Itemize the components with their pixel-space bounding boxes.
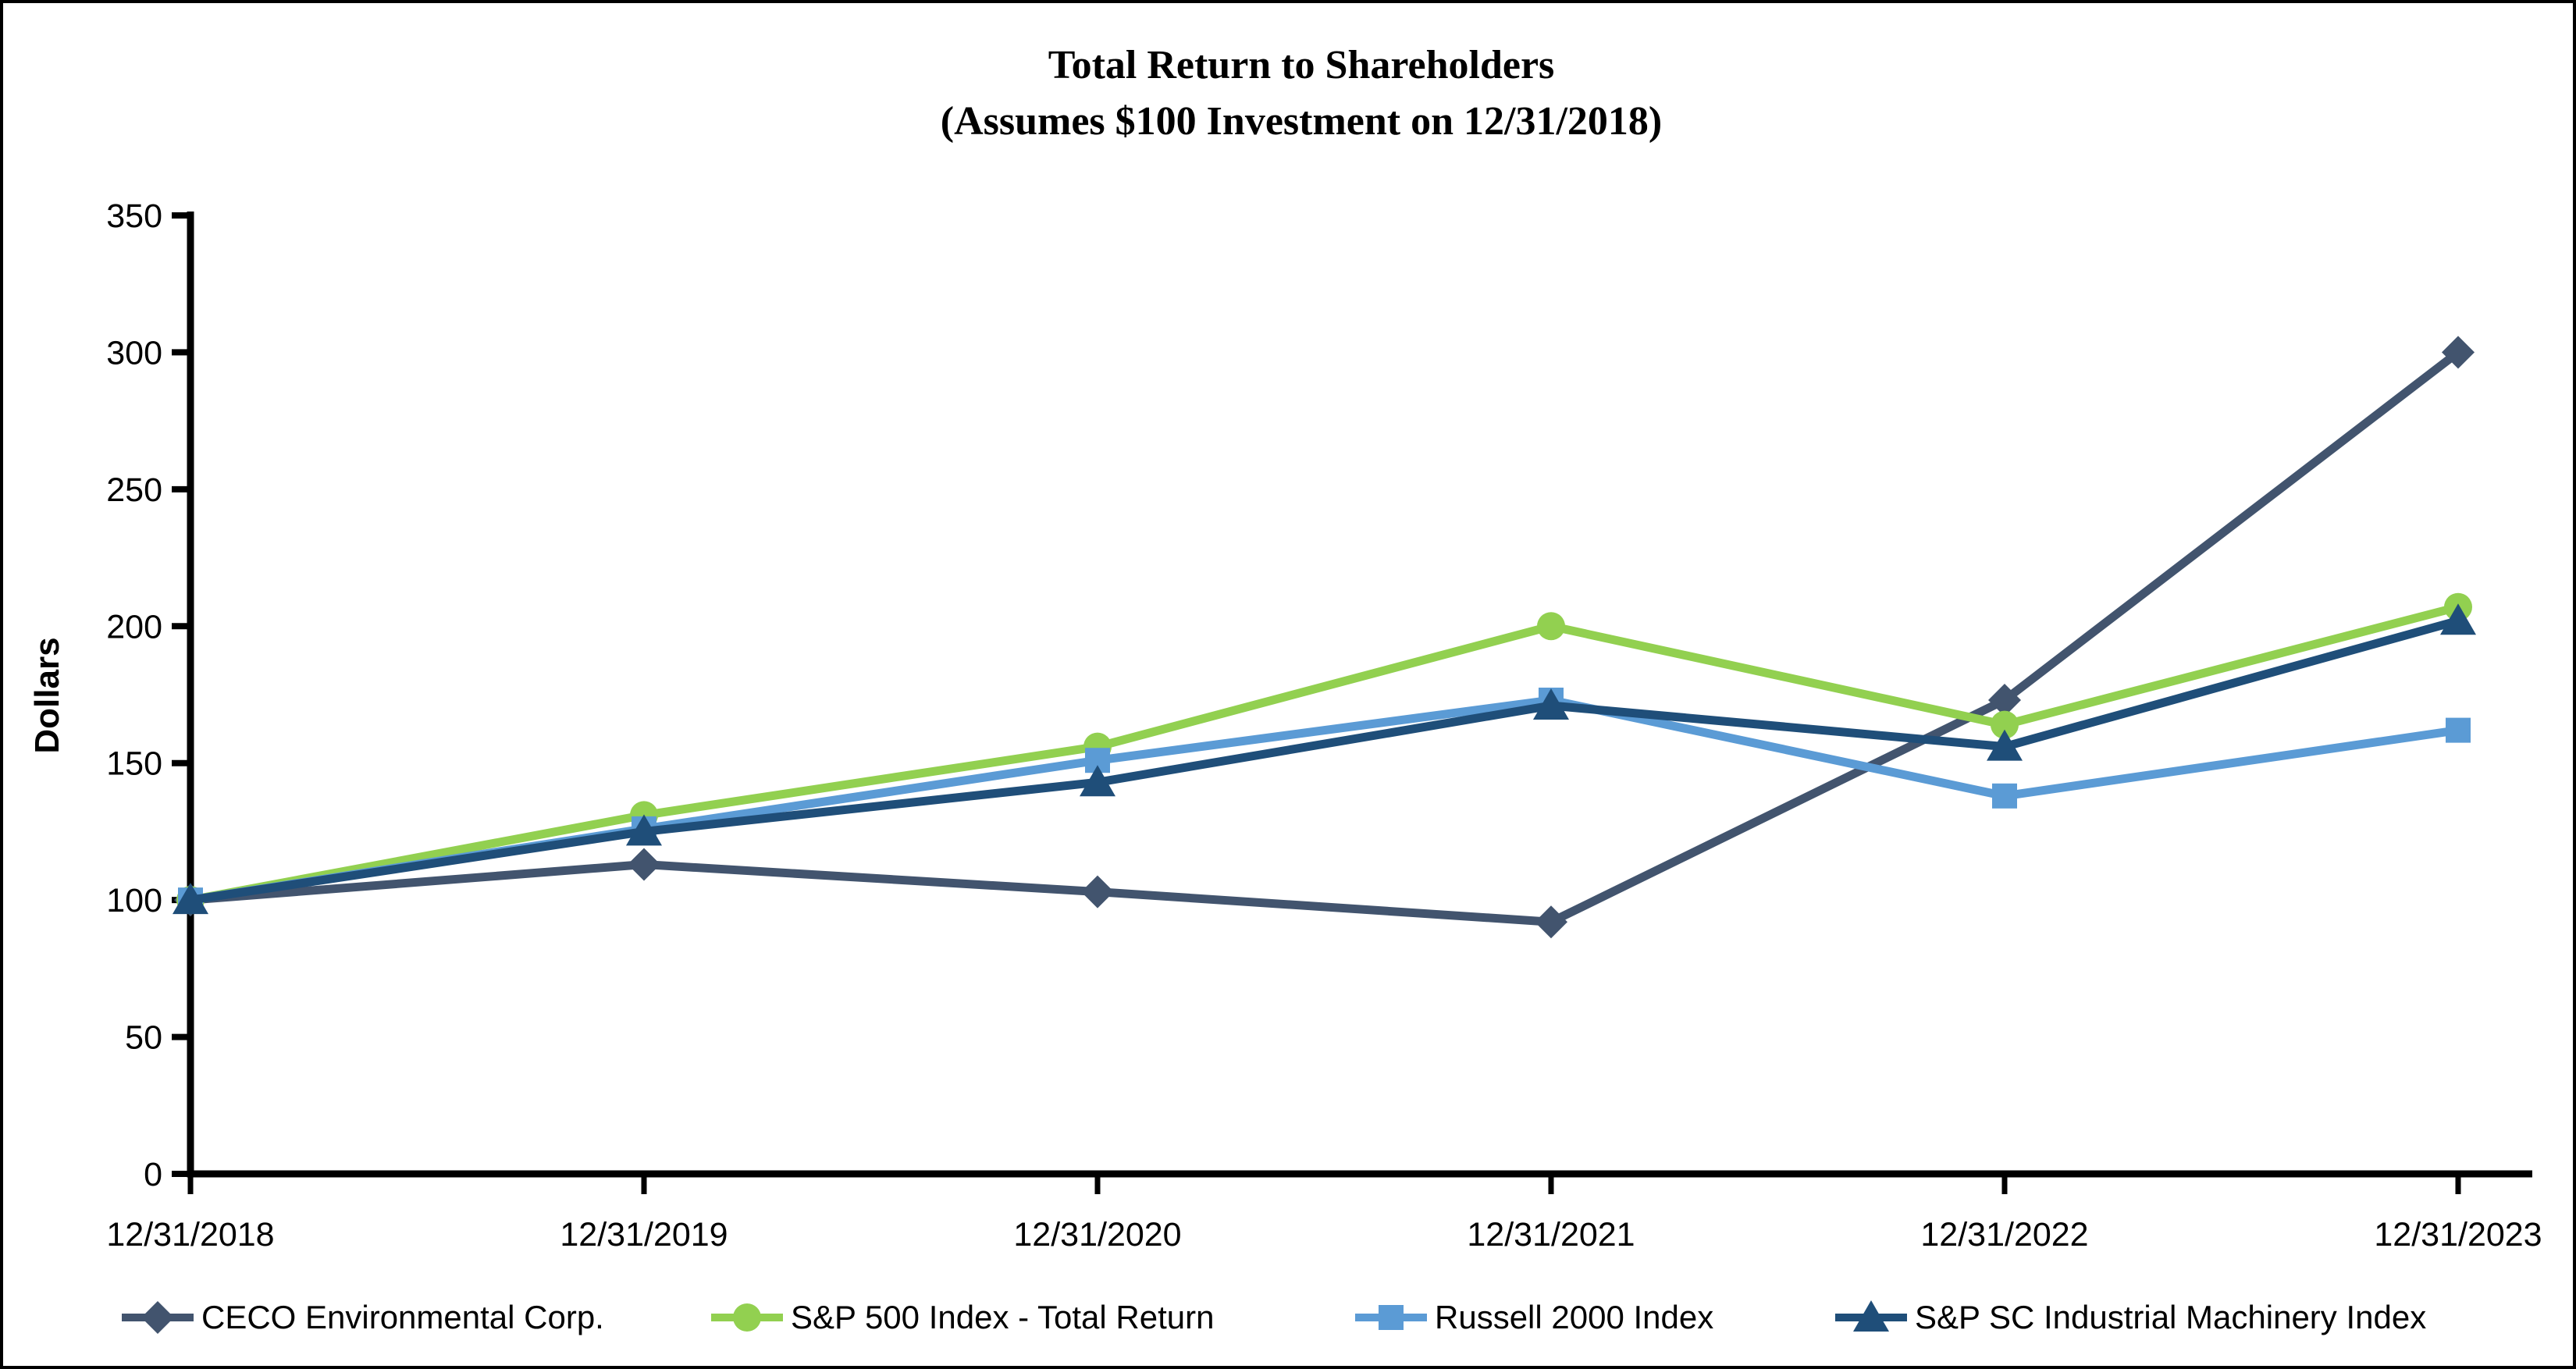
series-s-p-500-index-total-return (176, 592, 2472, 915)
x-tick-label: 12/31/2019 (560, 1216, 728, 1253)
circle-line-marker-icon (711, 1303, 783, 1332)
legend-item-russell-2000: Russell 2000 Index (1354, 1297, 1713, 1338)
square-marker (2446, 717, 2471, 743)
series-line (186, 603, 2463, 905)
y-tick-label: 300 (106, 334, 162, 372)
legend-item-sp500: S&P 500 Index - Total Return (710, 1297, 1214, 1338)
circle-marker (1537, 612, 1565, 641)
chart-title-line1: Total Return to Shareholders (1048, 43, 1555, 87)
circle-legend-marker (733, 1303, 761, 1332)
x-tick-label: 12/31/2018 (106, 1216, 274, 1253)
series-russell-2000-index (178, 688, 2471, 913)
triangle-marker (1987, 729, 2023, 761)
circle-marker (1991, 710, 2019, 739)
series-line (186, 347, 2463, 926)
triangle-marker (1080, 765, 1115, 797)
legend-item-ceco: CECO Environmental Corp. (120, 1297, 604, 1338)
diamond-marker (1988, 684, 2021, 717)
y-tick-label: 50 (125, 1019, 162, 1057)
legend-label-sp500: S&P 500 Index - Total Return (791, 1299, 1215, 1335)
square-legend-marker (1379, 1305, 1404, 1330)
legend-label-ceco: CECO Environmental Corp. (201, 1299, 604, 1335)
legend-label-sp-sc-industrial-machinery: S&P SC Industrial Machinery Index (1915, 1299, 2427, 1335)
plot-area: 0 50 100 150 200 250 300 350 12/31/2018 12/31/201… (106, 197, 2542, 1253)
chart-title-line2: (Assumes $100 Investment on 12/31/2018) (940, 99, 1663, 144)
y-tick-label: 150 (106, 745, 162, 783)
y-tick-label: 100 (106, 882, 162, 919)
tick-labels: 0 50 100 150 200 250 300 350 12/31/2018 12/31/201… (106, 197, 2542, 1253)
y-tick-label: 350 (106, 197, 162, 235)
triangle-legend-marker (1853, 1300, 1889, 1332)
triangle-marker (626, 814, 662, 846)
y-tick-label: 250 (106, 471, 162, 509)
x-tick-label: 12/31/2023 (2374, 1216, 2542, 1253)
chart-title: Total Return to Shareholders (Assumes $1… (30, 37, 2573, 150)
triangle-marker (1533, 688, 1569, 720)
legend-item-sp-sc-industrial-machinery: S&P SC Industrial Machinery Index (1834, 1297, 2426, 1338)
series-s-p-sc-industrial-machinery-index (173, 603, 2476, 915)
axes (172, 212, 2532, 1194)
y-tick-label: 0 (144, 1156, 162, 1193)
x-tick-label: 12/31/2020 (1013, 1216, 1181, 1253)
series-line (186, 616, 2463, 905)
diamond-marker (1535, 905, 1567, 939)
diamond-marker (628, 848, 660, 881)
triangle-line-marker-icon (1835, 1300, 1907, 1332)
square-line-marker-icon (1355, 1305, 1427, 1330)
y-tick-label: 200 (106, 608, 162, 645)
x-tick-label: 12/31/2022 (1920, 1216, 2088, 1253)
triangle-marker (173, 883, 208, 915)
diamond-marker (2442, 336, 2475, 369)
diamond-marker (1081, 875, 1114, 909)
x-tick-label: 12/31/2021 (1467, 1216, 1635, 1253)
legend-label-russell-2000: Russell 2000 Index (1435, 1299, 1714, 1335)
square-marker (1992, 783, 2017, 809)
triangle-marker (2440, 603, 2476, 635)
diamond-legend-marker (141, 1301, 174, 1334)
diamond-line-marker-icon (122, 1301, 194, 1334)
